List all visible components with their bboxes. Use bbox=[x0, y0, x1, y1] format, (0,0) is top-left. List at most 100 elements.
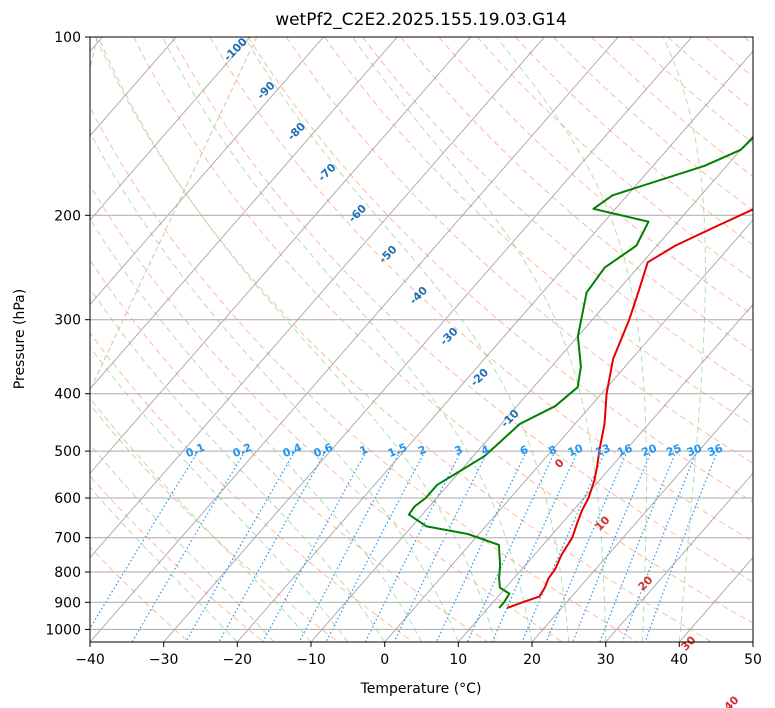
x-tick-label: 20 bbox=[523, 652, 541, 668]
dewpoint-profile bbox=[407, 136, 753, 609]
moist-adiabat-label: 30 bbox=[679, 633, 699, 653]
mixing-ratio-label: 0.6 bbox=[312, 441, 335, 460]
plot-background-lines bbox=[90, 37, 753, 642]
moist-adiabat bbox=[90, 217, 422, 642]
y-tick-label: 500 bbox=[54, 444, 81, 460]
isotherm bbox=[310, 135, 753, 642]
mixing-ratio-label: 0.4 bbox=[281, 441, 304, 460]
mixing-ratio-line bbox=[325, 450, 426, 642]
isotherm bbox=[90, 37, 398, 390]
mixing-ratio-label: 13 bbox=[593, 442, 612, 460]
dry-adiabat-label: -70 bbox=[315, 161, 338, 184]
dry-adiabat bbox=[95, 37, 712, 642]
y-tick-label: 700 bbox=[54, 531, 81, 547]
saturation-curve bbox=[90, 37, 258, 392]
moist-adiabat-label: 10 bbox=[593, 513, 613, 533]
mixing-ratio-label: 1.5 bbox=[386, 441, 409, 460]
dry-adiabat bbox=[476, 37, 753, 281]
moist-adiabat-label: 20 bbox=[636, 573, 656, 593]
moist-adiabat bbox=[244, 37, 570, 642]
x-tick-label: 30 bbox=[597, 652, 615, 668]
x-tick-label: −40 bbox=[75, 652, 105, 668]
mixing-ratio-line bbox=[185, 450, 296, 642]
moist-adiabat bbox=[90, 131, 459, 642]
dry-adiabat bbox=[438, 37, 753, 316]
profiles bbox=[407, 136, 753, 609]
mixing-ratio-line bbox=[435, 450, 528, 642]
dry-adiabat bbox=[171, 37, 753, 583]
isotherm bbox=[163, 37, 693, 642]
x-tick-label: 10 bbox=[449, 652, 467, 668]
mixing-ratio-label: 20 bbox=[640, 441, 659, 459]
dry-adiabat-label: -50 bbox=[376, 243, 399, 266]
isotherm bbox=[90, 37, 472, 474]
mixing-ratio-label: 30 bbox=[685, 441, 704, 459]
temperature-profile bbox=[506, 208, 753, 609]
mixing-ratio-label: 3 bbox=[453, 443, 465, 458]
isotherm bbox=[384, 219, 753, 642]
mixing-ratio-line bbox=[364, 450, 462, 642]
isotherm bbox=[531, 388, 753, 642]
y-tick-label: 800 bbox=[54, 565, 81, 581]
dry-adiabat bbox=[667, 37, 753, 111]
dry-adiabat bbox=[553, 37, 753, 212]
x-tick-label: −10 bbox=[296, 652, 326, 668]
dry-adiabat bbox=[90, 259, 488, 642]
dry-adiabat-label: -80 bbox=[285, 120, 308, 143]
y-tick-label: 200 bbox=[54, 208, 81, 224]
mixing-ratio-line bbox=[262, 450, 368, 642]
x-axis-ticks: −40 −30 −20 −10 0 10 20 30 40 50 bbox=[75, 642, 762, 668]
dry-adiabat bbox=[400, 37, 753, 353]
mixing-ratio-line bbox=[599, 450, 677, 642]
mixing-ratio-label: 16 bbox=[615, 441, 634, 459]
moist-adiabat bbox=[97, 37, 496, 642]
mixing-ratio-label: 10 bbox=[566, 441, 585, 459]
plot-frame bbox=[89, 36, 754, 643]
isotherm bbox=[457, 303, 753, 642]
y-tick-label: 400 bbox=[54, 387, 81, 403]
mixing-ratio-label: 36 bbox=[706, 441, 725, 459]
isotherm bbox=[90, 37, 619, 642]
dry-adiabat bbox=[90, 184, 563, 642]
moist-adiabat bbox=[90, 346, 349, 642]
mixing-ratio-label: 2 bbox=[416, 443, 428, 458]
moist-adiabat bbox=[496, 37, 647, 642]
mixing-ratio-label: 6 bbox=[518, 443, 530, 458]
dry-adiabat-label: -30 bbox=[437, 325, 460, 348]
moist-adiabat bbox=[161, 37, 533, 642]
mixing-ratio-line bbox=[572, 450, 653, 642]
chart-title: wetPf2_C2E2.2025.155.19.03.G14 bbox=[275, 10, 567, 30]
moist-adiabat bbox=[352, 37, 607, 642]
dry-adiabat bbox=[743, 37, 753, 45]
x-tick-label: −20 bbox=[223, 652, 253, 668]
moist-adiabat bbox=[662, 37, 706, 642]
dry-adiabat-label: -60 bbox=[346, 202, 369, 225]
dry-adiabat-label: -20 bbox=[468, 366, 491, 389]
dry-adiabat bbox=[133, 37, 753, 624]
dry-adiabat-label: -90 bbox=[254, 79, 277, 102]
moist-adiabat bbox=[90, 287, 386, 642]
moist-adiabat-label: 40 bbox=[722, 693, 742, 708]
mixing-ratio-label: 0.1 bbox=[184, 441, 207, 460]
mixing-ratio-line bbox=[466, 450, 556, 642]
mixing-ratio-label: 1 bbox=[358, 443, 370, 458]
dry-adiabat bbox=[90, 403, 339, 642]
dry-adiabat bbox=[90, 332, 414, 642]
x-tick-label: 50 bbox=[744, 652, 762, 668]
y-axis-ticks: 100 200 300 400 500 600 700 800 900 1000 bbox=[45, 30, 90, 638]
moist-adiabat bbox=[90, 443, 275, 642]
isotherm bbox=[236, 50, 753, 642]
y-tick-label: 600 bbox=[54, 491, 81, 507]
mixing-ratio-label: 8 bbox=[547, 443, 559, 458]
mixing-ratio-line bbox=[393, 450, 489, 642]
isotherm bbox=[90, 37, 545, 559]
isotherm bbox=[90, 37, 324, 306]
moist-adiabat bbox=[90, 397, 312, 642]
x-tick-label: 0 bbox=[380, 652, 389, 668]
mixing-ratio-line bbox=[90, 450, 199, 630]
mixing-ratio-label: 0.2 bbox=[231, 441, 254, 460]
mixing-ratio-line bbox=[621, 450, 698, 642]
isotherm bbox=[752, 641, 753, 642]
mixing-ratio-line bbox=[491, 450, 579, 642]
